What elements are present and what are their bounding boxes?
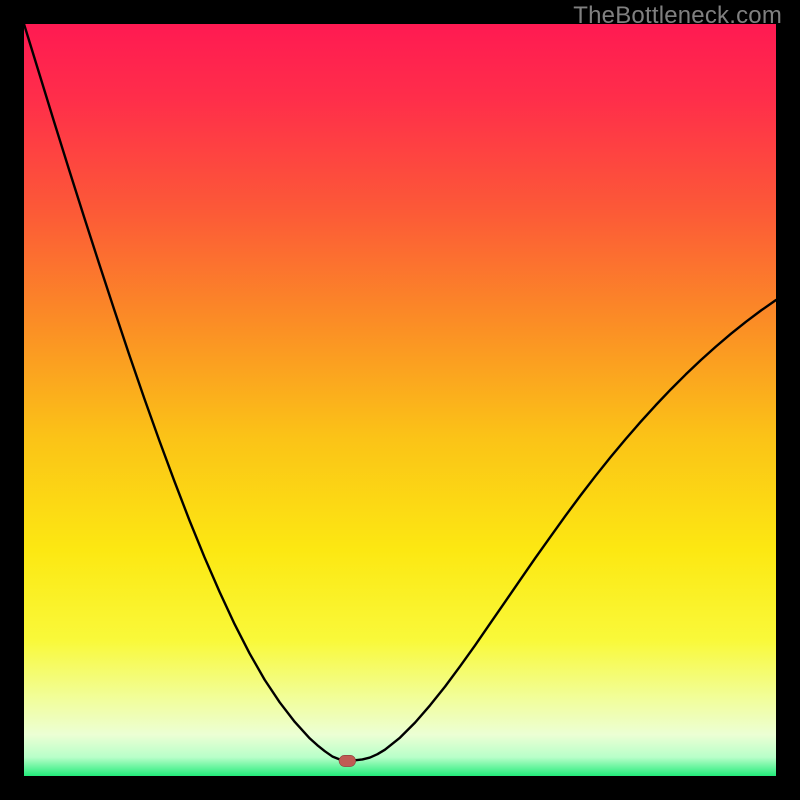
gradient-background	[24, 24, 776, 776]
plot-area	[24, 24, 776, 776]
minimum-marker	[339, 755, 356, 766]
watermark-text: TheBottleneck.com	[573, 2, 782, 30]
watermark-label: TheBottleneck.com	[573, 2, 782, 29]
plot-svg	[24, 24, 776, 776]
